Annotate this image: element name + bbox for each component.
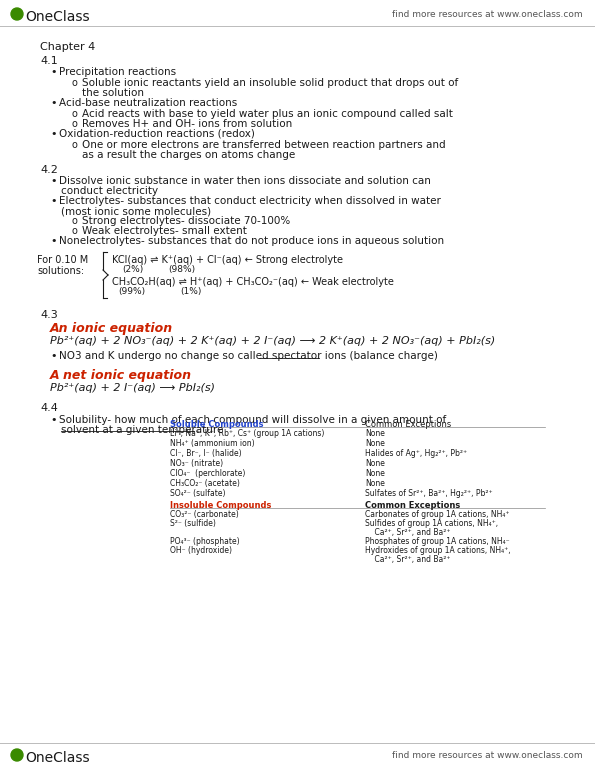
Text: None: None (365, 459, 385, 468)
Text: •: • (50, 176, 57, 186)
Text: None: None (365, 439, 385, 448)
Text: S²⁻ (sulfide): S²⁻ (sulfide) (170, 519, 216, 528)
Text: Common Exceptions: Common Exceptions (365, 501, 461, 510)
Text: NO3 and K undergo no change so called spectator ions (balance charge): NO3 and K undergo no change so called sp… (59, 351, 438, 361)
Text: Electrolytes- substances that conduct electricity when dissolved in water: Electrolytes- substances that conduct el… (59, 196, 441, 206)
Text: 4.3: 4.3 (40, 310, 58, 320)
Text: Carbonates of group 1A cations, NH₄⁺: Carbonates of group 1A cations, NH₄⁺ (365, 510, 509, 519)
Text: Strong electrolytes- dissociate 70-100%: Strong electrolytes- dissociate 70-100% (82, 216, 290, 226)
Text: NH₄⁺ (ammonium ion): NH₄⁺ (ammonium ion) (170, 439, 255, 448)
Text: Phosphates of group 1A cations, NH₄⁻: Phosphates of group 1A cations, NH₄⁻ (365, 537, 510, 546)
Text: Li⁺, Na⁺, K⁺, Rb⁺, Cs⁺ (group 1A cations): Li⁺, Na⁺, K⁺, Rb⁺, Cs⁺ (group 1A cations… (170, 429, 324, 438)
Text: Soluble ionic reactants yield an insoluble solid product that drops out of: Soluble ionic reactants yield an insolub… (82, 78, 458, 88)
Text: Halides of Ag⁺, Hg₂²⁺, Pb²⁺: Halides of Ag⁺, Hg₂²⁺, Pb²⁺ (365, 449, 467, 458)
Text: None: None (365, 429, 385, 438)
Text: Acid-base neutralization reactions: Acid-base neutralization reactions (59, 98, 237, 108)
Text: OneClass: OneClass (25, 751, 90, 765)
Text: find more resources at www.oneclass.com: find more resources at www.oneclass.com (392, 10, 583, 19)
Text: as a result the charges on atoms change: as a result the charges on atoms change (82, 150, 295, 160)
Text: the solution: the solution (82, 88, 144, 98)
Text: o: o (72, 216, 78, 226)
Text: OH⁻ (hydroxide): OH⁻ (hydroxide) (170, 546, 232, 555)
Text: Common Exceptions: Common Exceptions (365, 420, 451, 429)
Text: •: • (50, 351, 57, 361)
Text: •: • (50, 196, 57, 206)
Text: Cl⁻, Br⁻, I⁻ (halide): Cl⁻, Br⁻, I⁻ (halide) (170, 449, 242, 458)
Text: conduct electricity: conduct electricity (61, 186, 158, 196)
Text: (98%): (98%) (168, 265, 195, 274)
Text: Sulfates of Sr²⁺, Ba²⁺, Hg₂²⁺, Pb²⁺: Sulfates of Sr²⁺, Ba²⁺, Hg₂²⁺, Pb²⁺ (365, 489, 493, 498)
Text: For 0.10 M: For 0.10 M (37, 255, 88, 265)
Text: Hydroxides of group 1A cations, NH₄⁺,: Hydroxides of group 1A cations, NH₄⁺, (365, 546, 511, 555)
Text: Removes H+ and OH- ions from solution: Removes H+ and OH- ions from solution (82, 119, 292, 129)
Text: An ionic equation: An ionic equation (50, 322, 173, 335)
Text: 4.1: 4.1 (40, 56, 58, 66)
Text: One or more electrons are transferred between reaction partners and: One or more electrons are transferred be… (82, 140, 446, 150)
Text: Insoluble Compounds: Insoluble Compounds (170, 501, 271, 510)
Text: (1%): (1%) (180, 287, 201, 296)
Text: •: • (50, 67, 57, 77)
Text: Sulfides of group 1A cations, NH₄⁺,: Sulfides of group 1A cations, NH₄⁺, (365, 519, 498, 528)
Text: CH₃CO₂H(aq) ⇌ H⁺(aq) + CH₃CO₂⁻(aq) ← Weak electrolyte: CH₃CO₂H(aq) ⇌ H⁺(aq) + CH₃CO₂⁻(aq) ← Wea… (112, 277, 394, 287)
Text: •: • (50, 415, 57, 425)
Text: KCl(aq) ⇌ K⁺(aq) + Cl⁻(aq) ← Strong electrolyte: KCl(aq) ⇌ K⁺(aq) + Cl⁻(aq) ← Strong elec… (112, 255, 343, 265)
Text: Precipitation reactions: Precipitation reactions (59, 67, 176, 77)
Text: NO₃⁻ (nitrate): NO₃⁻ (nitrate) (170, 459, 223, 468)
Text: None: None (365, 469, 385, 478)
Text: PO₄³⁻ (phosphate): PO₄³⁻ (phosphate) (170, 537, 240, 546)
Text: (2%): (2%) (122, 265, 143, 274)
Text: CH₃CO₂⁻ (acetate): CH₃CO₂⁻ (acetate) (170, 479, 240, 488)
Text: o: o (72, 226, 78, 236)
Text: Ca²⁺, Sr²⁺, and Ba²⁺: Ca²⁺, Sr²⁺, and Ba²⁺ (365, 555, 450, 564)
Circle shape (11, 749, 23, 761)
Text: Oxidation-reduction reactions (redox): Oxidation-reduction reactions (redox) (59, 129, 255, 139)
Text: Nonelectrolytes- substances that do not produce ions in aqueous solution: Nonelectrolytes- substances that do not … (59, 236, 444, 246)
Text: 4.2: 4.2 (40, 165, 58, 175)
Text: solvent at a given temperature: solvent at a given temperature (61, 425, 223, 435)
Text: Dissolve ionic substance in water then ions dissociate and solution can: Dissolve ionic substance in water then i… (59, 176, 431, 186)
Text: Pb²⁺(aq) + 2 NO₃⁻(aq) + 2 K⁺(aq) + 2 I⁻(aq) ⟶ 2 K⁺(aq) + 2 NO₃⁻(aq) + PbI₂(s): Pb²⁺(aq) + 2 NO₃⁻(aq) + 2 K⁺(aq) + 2 I⁻(… (50, 336, 495, 346)
Text: •: • (50, 129, 57, 139)
Text: SO₄²⁻ (sulfate): SO₄²⁻ (sulfate) (170, 489, 226, 498)
Text: o: o (72, 119, 78, 129)
Text: Ca²⁺, Sr²⁺, and Ba²⁺: Ca²⁺, Sr²⁺, and Ba²⁺ (365, 528, 450, 537)
Text: o: o (72, 109, 78, 119)
Text: Acid reacts with base to yield water plus an ionic compound called salt: Acid reacts with base to yield water plu… (82, 109, 453, 119)
Text: CO₃²⁻ (carbonate): CO₃²⁻ (carbonate) (170, 510, 239, 519)
Text: Weak electrolytes- small extent: Weak electrolytes- small extent (82, 226, 247, 236)
Text: Solubility- how much of each compound will dissolve in a given amount of: Solubility- how much of each compound wi… (59, 415, 446, 425)
Text: Pb²⁺(aq) + 2 I⁻(aq) ⟶ PbI₂(s): Pb²⁺(aq) + 2 I⁻(aq) ⟶ PbI₂(s) (50, 383, 215, 393)
Text: •: • (50, 236, 57, 246)
Text: (99%): (99%) (118, 287, 145, 296)
Text: •: • (50, 98, 57, 108)
Text: (most ionic some molecules): (most ionic some molecules) (61, 206, 211, 216)
Text: o: o (72, 78, 78, 88)
Text: find more resources at www.oneclass.com: find more resources at www.oneclass.com (392, 751, 583, 760)
Circle shape (11, 8, 23, 20)
Text: 4.4: 4.4 (40, 403, 58, 413)
Text: Soluble Compounds: Soluble Compounds (170, 420, 264, 429)
Text: None: None (365, 479, 385, 488)
Text: solutions:: solutions: (37, 266, 84, 276)
Text: Chapter 4: Chapter 4 (40, 42, 95, 52)
Text: o: o (72, 140, 78, 150)
Text: A net ionic equation: A net ionic equation (50, 369, 192, 382)
Text: ClO₄⁻  (perchlorate): ClO₄⁻ (perchlorate) (170, 469, 245, 478)
Text: OneClass: OneClass (25, 10, 90, 24)
